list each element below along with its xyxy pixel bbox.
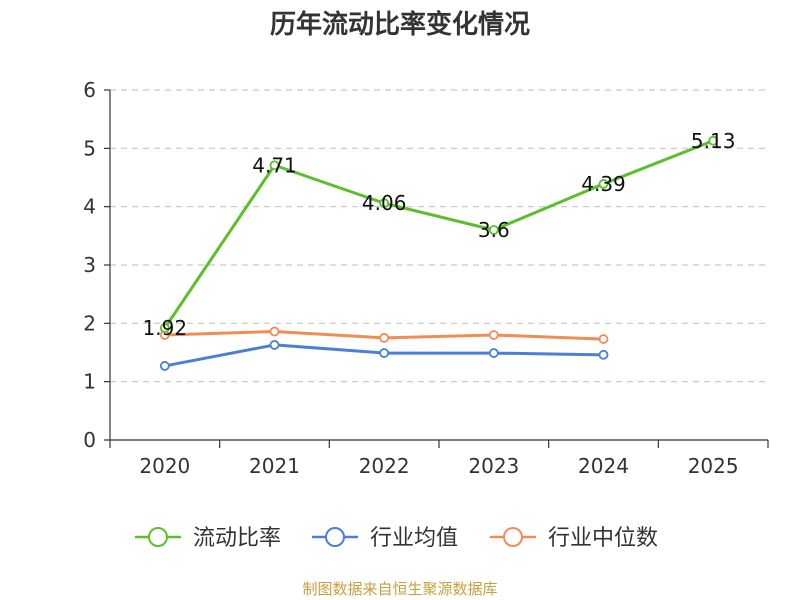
data-point bbox=[598, 179, 609, 189]
x-tick-label: 2025 bbox=[688, 454, 739, 478]
data-label: 4.71 bbox=[252, 153, 297, 177]
data-point bbox=[598, 334, 609, 344]
data-point bbox=[708, 135, 719, 146]
data-label: 3.6 bbox=[478, 218, 510, 242]
legend-item: 行业均值 bbox=[312, 526, 458, 551]
x-tick-label: 2021 bbox=[249, 454, 300, 478]
data-point bbox=[379, 348, 390, 358]
y-tick-label: 3 bbox=[83, 253, 96, 277]
legend-label: 行业中位数 bbox=[548, 526, 658, 551]
data-point bbox=[159, 323, 170, 333]
data-point bbox=[379, 198, 390, 209]
data-point bbox=[488, 330, 499, 340]
y-tick-label: 6 bbox=[83, 78, 96, 102]
legend-marker bbox=[503, 527, 523, 547]
y-tick-label: 0 bbox=[83, 428, 96, 452]
y-tick-label: 5 bbox=[83, 136, 96, 160]
data-point bbox=[598, 349, 609, 360]
data-point bbox=[159, 361, 170, 371]
data-point bbox=[488, 225, 499, 235]
legend-marker bbox=[148, 527, 168, 547]
legend-label: 行业均值 bbox=[370, 526, 458, 551]
legend-item: 流动比率 bbox=[135, 526, 281, 551]
series-lines bbox=[159, 135, 719, 371]
data-point bbox=[269, 340, 280, 350]
x-tick-label: 2024 bbox=[578, 454, 629, 478]
data-point bbox=[379, 333, 390, 343]
y-tick-label: 4 bbox=[83, 195, 96, 219]
source-note: 制图数据来自恒生聚源数据库 bbox=[302, 580, 498, 598]
x-tick-label: 2023 bbox=[468, 454, 519, 478]
data-label: 5.13 bbox=[691, 129, 736, 153]
legend-marker bbox=[325, 527, 345, 547]
data-label: 4.39 bbox=[581, 172, 626, 196]
legend: 流动比率 行业均值 行业中位数 bbox=[135, 526, 658, 551]
data-label: 4.06 bbox=[362, 191, 407, 215]
legend-item: 行业中位数 bbox=[490, 526, 658, 551]
data-labels: 1.92 4.71 4.06 3.6 4.39 5.13 bbox=[143, 129, 736, 340]
data-label: 1.92 bbox=[143, 316, 188, 340]
chart-title: 历年流动比率变化情况 bbox=[269, 10, 530, 40]
data-point bbox=[269, 160, 280, 171]
legend-label: 流动比率 bbox=[193, 526, 281, 551]
data-point bbox=[488, 348, 499, 358]
y-tick-label: 2 bbox=[83, 311, 96, 335]
axes: 0 1 2 3 4 5 6 2020 2021 2022 2023 2024 2025 bbox=[83, 78, 769, 478]
x-tick-label: 2020 bbox=[139, 454, 190, 478]
series-line-0 bbox=[163, 139, 714, 329]
y-tick-label: 1 bbox=[83, 370, 96, 394]
data-point bbox=[269, 326, 280, 337]
x-tick-label: 2022 bbox=[359, 454, 410, 478]
